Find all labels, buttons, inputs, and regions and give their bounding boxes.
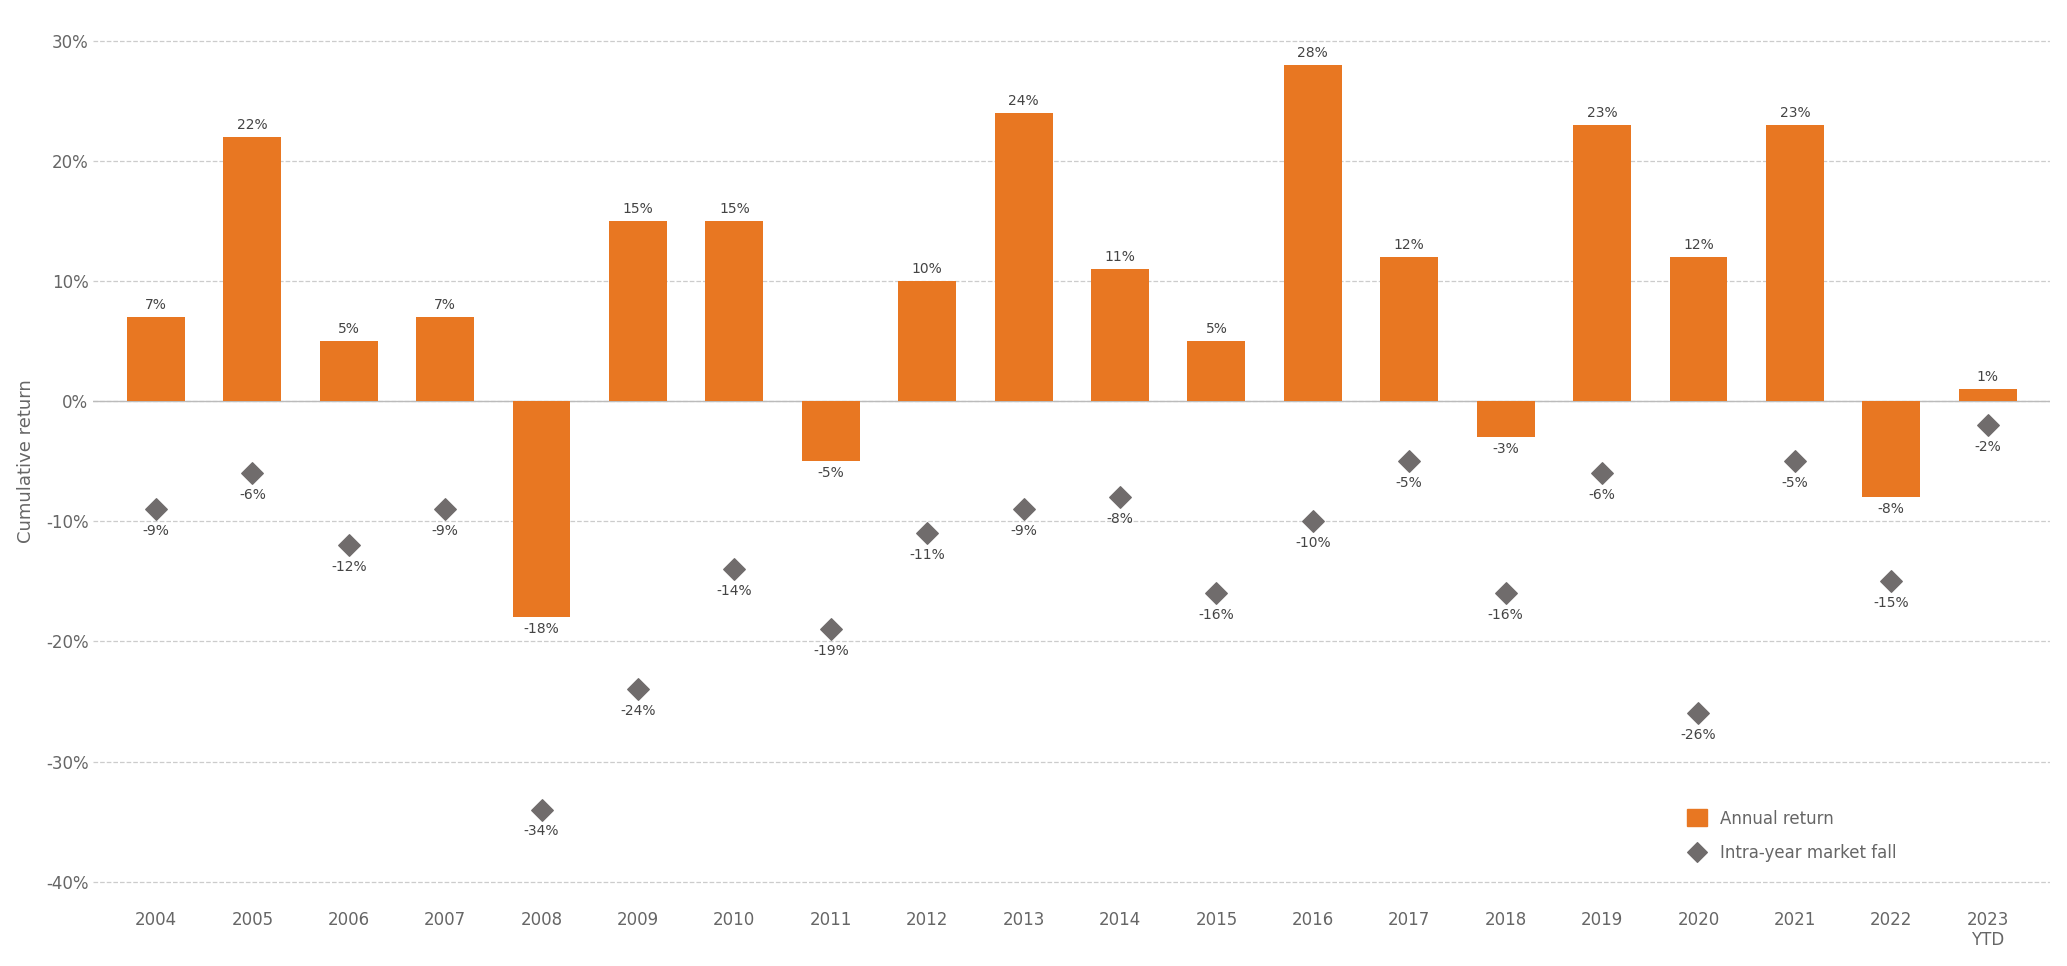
Point bbox=[333, 537, 366, 553]
Text: 1%: 1% bbox=[1976, 370, 1999, 384]
Bar bbox=[126, 317, 184, 401]
Bar bbox=[1476, 401, 1534, 438]
Text: -9%: -9% bbox=[432, 524, 459, 538]
Text: 5%: 5% bbox=[1205, 323, 1228, 336]
Point bbox=[1393, 453, 1426, 469]
Text: -24%: -24% bbox=[620, 704, 655, 718]
Text: 15%: 15% bbox=[622, 202, 653, 216]
Point bbox=[236, 466, 269, 481]
Text: -15%: -15% bbox=[1873, 596, 1910, 610]
Point bbox=[1585, 466, 1618, 481]
Text: -3%: -3% bbox=[1492, 442, 1519, 456]
Text: -12%: -12% bbox=[331, 559, 366, 574]
Text: 11%: 11% bbox=[1104, 250, 1135, 264]
Text: 5%: 5% bbox=[337, 323, 360, 336]
Text: -9%: -9% bbox=[1011, 524, 1038, 538]
Text: 15%: 15% bbox=[719, 202, 750, 216]
Text: 22%: 22% bbox=[238, 118, 267, 132]
Bar bbox=[1284, 65, 1341, 401]
Text: -16%: -16% bbox=[1199, 608, 1234, 622]
Point bbox=[1199, 585, 1232, 601]
Point bbox=[138, 501, 172, 517]
Bar bbox=[1765, 125, 1823, 401]
Point bbox=[1683, 706, 1716, 722]
Text: -19%: -19% bbox=[812, 643, 850, 658]
Text: 10%: 10% bbox=[912, 262, 943, 276]
Text: 28%: 28% bbox=[1298, 46, 1329, 60]
Text: -9%: -9% bbox=[143, 524, 169, 538]
Point bbox=[1104, 490, 1137, 505]
Point bbox=[717, 561, 750, 577]
Text: -18%: -18% bbox=[523, 622, 560, 637]
Bar bbox=[705, 221, 763, 401]
Point bbox=[1875, 574, 1908, 589]
Point bbox=[912, 526, 945, 541]
Text: 7%: 7% bbox=[145, 298, 167, 312]
Point bbox=[1296, 514, 1329, 529]
Text: -5%: -5% bbox=[1395, 475, 1422, 490]
Text: -8%: -8% bbox=[1106, 512, 1133, 526]
Text: 12%: 12% bbox=[1393, 239, 1424, 252]
Text: -5%: -5% bbox=[816, 466, 843, 480]
Bar bbox=[223, 137, 281, 401]
Bar bbox=[1670, 257, 1728, 401]
Text: -34%: -34% bbox=[523, 824, 560, 838]
Bar bbox=[1960, 389, 2017, 401]
Text: -26%: -26% bbox=[1680, 727, 1716, 742]
Text: 7%: 7% bbox=[434, 298, 457, 312]
Bar bbox=[415, 317, 473, 401]
Bar bbox=[1381, 257, 1439, 401]
Text: -14%: -14% bbox=[717, 583, 752, 598]
Bar bbox=[1091, 269, 1149, 401]
Bar bbox=[1186, 341, 1244, 401]
Bar bbox=[802, 401, 860, 461]
Text: -6%: -6% bbox=[240, 488, 267, 501]
Bar bbox=[610, 221, 668, 401]
Point bbox=[814, 622, 847, 638]
Text: -10%: -10% bbox=[1296, 536, 1331, 550]
Point bbox=[1972, 417, 2005, 433]
Point bbox=[525, 802, 558, 817]
Legend: Annual return, Intra-year market fall: Annual return, Intra-year market fall bbox=[1678, 801, 1906, 870]
Text: 24%: 24% bbox=[1009, 94, 1040, 108]
Text: -16%: -16% bbox=[1488, 608, 1523, 622]
Text: 23%: 23% bbox=[1587, 106, 1616, 120]
Text: -6%: -6% bbox=[1590, 488, 1616, 501]
Bar bbox=[513, 401, 570, 617]
Text: -2%: -2% bbox=[1974, 440, 2001, 454]
Text: -11%: -11% bbox=[909, 548, 945, 561]
Bar bbox=[899, 281, 957, 401]
Bar bbox=[1573, 125, 1631, 401]
Y-axis label: Cumulative return: Cumulative return bbox=[17, 380, 35, 543]
Point bbox=[428, 501, 461, 517]
Point bbox=[1488, 585, 1521, 601]
Text: -8%: -8% bbox=[1877, 502, 1904, 516]
Bar bbox=[1862, 401, 1920, 497]
Point bbox=[622, 682, 655, 697]
Bar bbox=[994, 113, 1052, 401]
Text: 12%: 12% bbox=[1683, 239, 1714, 252]
Text: -5%: -5% bbox=[1782, 475, 1809, 490]
Point bbox=[1778, 453, 1811, 469]
Bar bbox=[320, 341, 378, 401]
Point bbox=[1007, 501, 1040, 517]
Text: 23%: 23% bbox=[1780, 106, 1811, 120]
